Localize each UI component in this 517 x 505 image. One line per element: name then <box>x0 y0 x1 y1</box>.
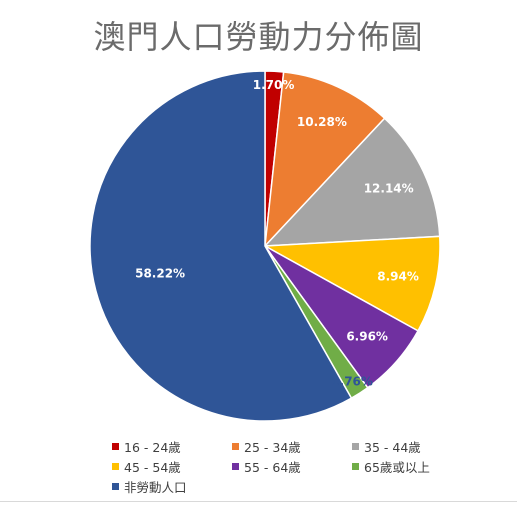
legend-swatch-2 <box>352 442 359 450</box>
legend-item-4: 55 - 64歲 <box>232 457 352 475</box>
chart-legend: 16 - 24歲 25 - 34歲 35 - 44歲 45 - 54歲 55 - 64歲… <box>112 437 472 495</box>
legend-swatch-0 <box>112 442 119 450</box>
pie-slice-1 <box>264 71 386 249</box>
chart-title: 澳門人口勞動力分佈圖 <box>93 18 424 56</box>
data-label-0: 1.70% <box>253 78 295 92</box>
divider <box>0 501 517 502</box>
legend-item-0: 16 - 24歲 <box>112 437 232 455</box>
legend-label-0: 16 - 24歲 <box>124 439 181 455</box>
data-label-4: 6.96% <box>346 330 388 344</box>
legend-swatch-6 <box>112 482 119 490</box>
pie-slice-6 <box>89 70 353 422</box>
legend-item-1: 25 - 34歲 <box>232 437 352 455</box>
data-label-2: 12.14% <box>364 181 414 195</box>
legend-label-6: 非勞動人口 <box>124 479 187 495</box>
data-label-3: 8.94% <box>377 270 419 284</box>
legend-item-3: 45 - 54歲 <box>112 457 232 475</box>
legend-label-5: 65歲或以上 <box>364 459 430 475</box>
legend-label-4: 55 - 64歲 <box>244 459 301 475</box>
legend-swatch-3 <box>112 462 119 470</box>
legend-label-2: 35 - 44歲 <box>364 439 421 455</box>
data-label-5: 1.76% <box>331 374 373 388</box>
legend-swatch-4 <box>232 462 239 470</box>
legend-item-5: 65歲或以上 <box>352 457 472 475</box>
legend-item-6: 非勞動人口 <box>112 477 232 495</box>
legend-swatch-5 <box>352 462 359 470</box>
legend-label-3: 45 - 54歲 <box>124 459 181 475</box>
data-label-1: 10.28% <box>297 115 347 129</box>
legend-swatch-1 <box>232 442 239 450</box>
data-label-6: 58.22% <box>135 267 185 281</box>
pie-slice-3 <box>262 235 441 332</box>
legend-item-2: 35 - 44歲 <box>352 437 472 455</box>
pie-slice-2 <box>263 117 441 247</box>
legend-label-1: 25 - 34歲 <box>244 439 301 455</box>
